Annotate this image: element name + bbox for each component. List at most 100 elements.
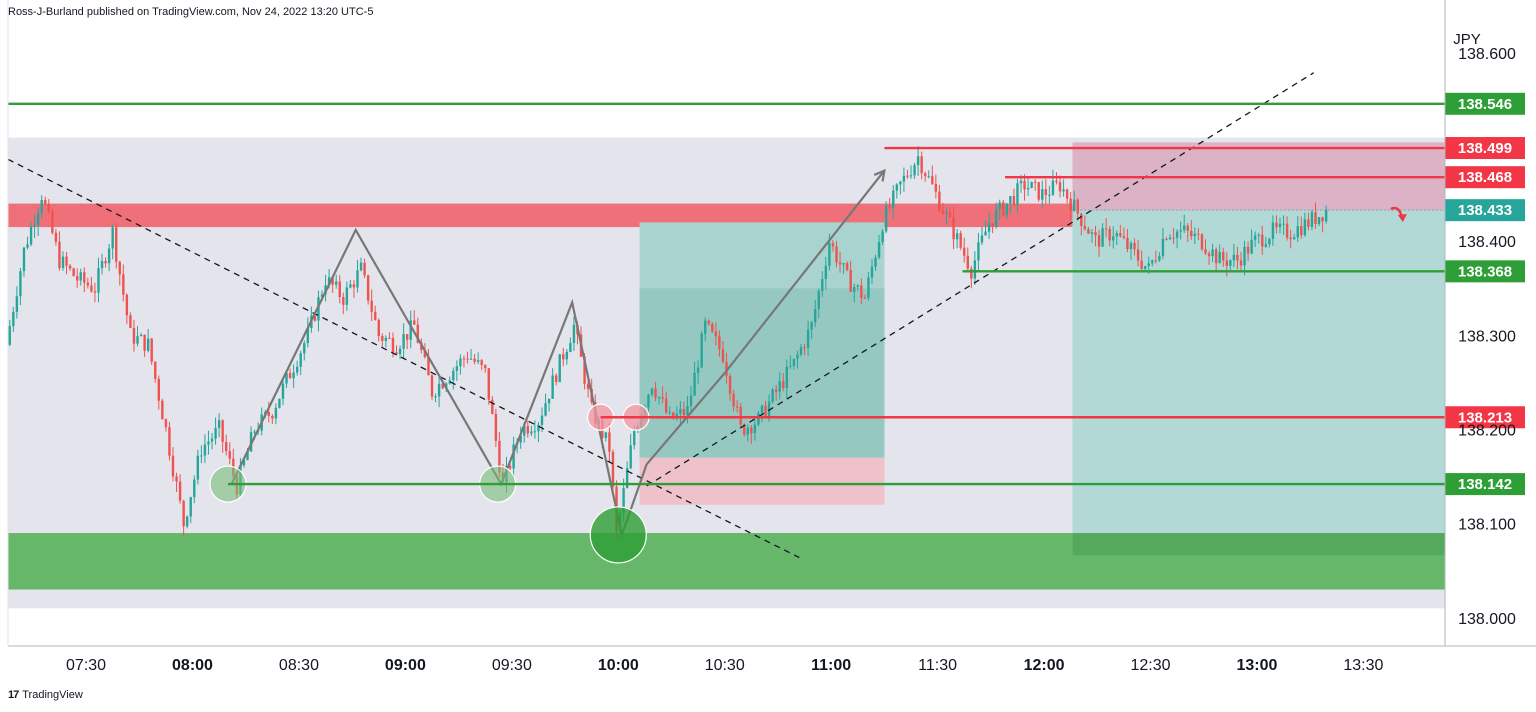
candle (991, 223, 994, 234)
candle (154, 361, 157, 383)
candle-body (196, 455, 200, 480)
candle (916, 146, 920, 176)
candle-body (1019, 180, 1023, 184)
candle (1168, 234, 1172, 240)
candle (132, 319, 136, 352)
candle (1026, 177, 1030, 196)
candle (36, 207, 40, 237)
candle-body (65, 256, 68, 266)
candle (317, 290, 320, 332)
candle (65, 252, 68, 275)
candle (906, 169, 909, 179)
candle-body (1115, 233, 1118, 237)
candle-body (994, 209, 998, 227)
candle-body (927, 176, 930, 178)
candle-body (860, 285, 863, 298)
candle-body (1190, 230, 1193, 237)
candle-body (242, 460, 246, 466)
candle-body (342, 297, 345, 305)
candle-body (405, 334, 409, 340)
candle (75, 268, 79, 288)
candle (1104, 218, 1108, 238)
candle (657, 396, 661, 405)
candle-body (1278, 223, 1282, 228)
candle-body (466, 358, 469, 360)
candle-body (945, 212, 948, 214)
level-label: 138.546 (1458, 96, 1512, 113)
candle-body (58, 241, 61, 268)
candle-body (1073, 199, 1076, 211)
candle-body (1175, 231, 1179, 238)
candle (221, 419, 224, 453)
candle-body (1293, 237, 1296, 240)
candle-body (547, 398, 551, 404)
candle (1161, 227, 1165, 260)
candle-body (774, 389, 778, 392)
candle (228, 442, 231, 465)
candle-body (193, 479, 196, 498)
x-tick-label: 12:30 (1130, 657, 1170, 674)
candle (877, 235, 881, 260)
candle (512, 436, 515, 479)
candle (345, 281, 349, 311)
candle-body (785, 366, 789, 389)
candle-body (810, 322, 813, 330)
candle-body (1200, 234, 1204, 250)
candle-body (1243, 246, 1246, 266)
candle (118, 260, 121, 286)
candle-body (1104, 228, 1108, 230)
candle (725, 352, 728, 384)
x-tick-label: 08:00 (172, 657, 213, 674)
candle (1094, 225, 1097, 247)
candle (398, 345, 402, 359)
candle-body (863, 297, 867, 299)
candle-body (430, 375, 434, 397)
lines-layer (7, 72, 1445, 564)
candle-body (29, 226, 33, 245)
candle-body (1154, 260, 1158, 262)
candle (413, 310, 416, 325)
candle-body (732, 393, 735, 407)
candle (466, 351, 469, 364)
candle (40, 195, 43, 219)
candle (1207, 251, 1211, 265)
candle-body (633, 430, 636, 446)
candle (760, 404, 764, 423)
candle (778, 372, 781, 400)
candle (157, 375, 160, 410)
candle (1108, 226, 1111, 247)
candle-body (68, 265, 72, 269)
candle (604, 432, 608, 442)
candle-body (1168, 237, 1172, 240)
candle-body (452, 370, 455, 381)
candle-body (845, 263, 849, 270)
candle (1264, 237, 1268, 248)
candle-body (381, 336, 384, 341)
candle (849, 260, 852, 293)
candle (931, 165, 934, 185)
candle-body (735, 406, 739, 408)
candle (519, 426, 522, 449)
candle-body (753, 424, 757, 434)
candle (821, 271, 824, 297)
candle-body (966, 255, 969, 269)
candle-body (1183, 225, 1186, 231)
candle (178, 474, 182, 504)
candle-body (916, 156, 920, 165)
candle-body (977, 242, 980, 261)
candle (79, 268, 82, 286)
candle-body (604, 432, 608, 438)
x-tick-label: 08:30 (279, 657, 319, 674)
candle-body (331, 277, 334, 285)
candle-body (838, 262, 842, 265)
candle-body (814, 308, 817, 323)
candle (714, 322, 718, 346)
candle-body (1158, 255, 1161, 261)
candle-body (689, 395, 693, 406)
candle-body (544, 403, 547, 416)
candle (1126, 228, 1129, 253)
candle-body (881, 231, 884, 243)
candle (491, 396, 494, 415)
candle-body (920, 156, 923, 174)
